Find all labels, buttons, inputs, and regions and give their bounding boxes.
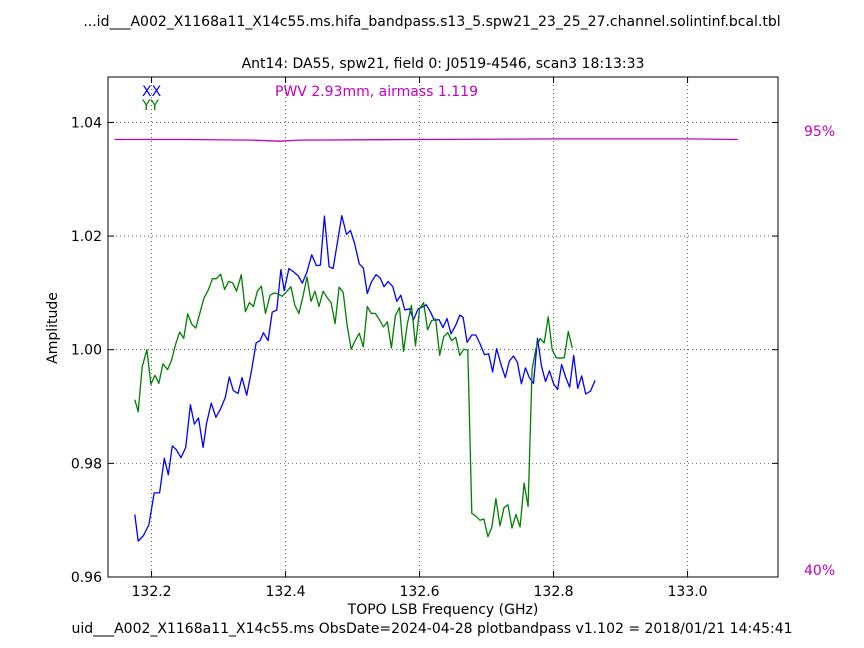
grid-lines <box>108 77 778 578</box>
x-tick-label: 132.8 <box>534 584 574 600</box>
y-tick-label: 1.02 <box>71 229 102 245</box>
y-tick-label: 1.00 <box>71 343 102 359</box>
transmission-line <box>114 138 738 142</box>
axis-ticks: 132.2 132.4 132.6 132.8 133.0 0.96 0.98 1.00 1.0… <box>71 77 778 600</box>
x-tick-label: 132.2 <box>132 584 172 600</box>
series-xx-line <box>134 214 596 542</box>
y-tick-label: 0.96 <box>71 570 102 586</box>
x-tick-label: 132.6 <box>400 584 440 600</box>
footer-info: uid___A002_X1168a11_X14c55.ms ObsDate=20… <box>71 621 793 637</box>
x-tick-label: 133.0 <box>668 584 708 600</box>
series-layer <box>134 214 596 542</box>
plot-frame <box>107 76 779 578</box>
x-axis-label: TOPO LSB Frequency (GHz) <box>347 602 539 618</box>
x-tick-label: 132.4 <box>266 584 306 600</box>
transmission-top-label: 95% <box>804 124 836 140</box>
y-tick-label: 0.98 <box>71 456 102 472</box>
legend-yy: YY <box>142 98 160 114</box>
chart-subtitle: Ant14: DA55, spw21, field 0: J0519-4546,… <box>241 56 645 72</box>
transmission-bottom-label: 40% <box>804 563 836 579</box>
y-tick-label: 1.04 <box>71 115 102 131</box>
chart-title: ...id___A002_X1168a11_X14c55.ms.hifa_ban… <box>83 14 781 30</box>
series-yy-line <box>134 273 573 538</box>
legend-xx: XX <box>142 84 162 100</box>
pwv-annotation: PWV 2.93mm, airmass 1.119 <box>275 84 478 100</box>
transmission-layer <box>114 138 738 142</box>
